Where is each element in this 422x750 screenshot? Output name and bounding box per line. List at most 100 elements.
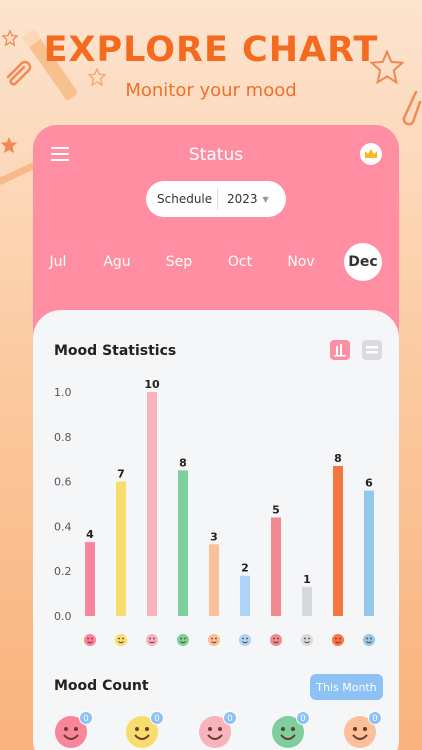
eye-mark <box>246 637 248 640</box>
bar-chart-toggle-icon[interactable] <box>330 340 350 360</box>
list-view-toggle-icon[interactable] <box>362 340 382 360</box>
crying-mood-icon <box>363 634 375 646</box>
statistics-card: Mood Statistics 1.0 0.8 0.6 0.4 0.2 0.0 4 7 10 8 3… <box>33 310 399 750</box>
bar-data-label: 6 <box>365 477 373 490</box>
mood-count-badge: 0 <box>150 711 164 725</box>
neutral-mood-icon <box>270 634 282 646</box>
sad-mood-icon <box>301 634 313 646</box>
surprised-mood-icon <box>208 634 220 646</box>
eye-mark <box>87 637 89 640</box>
mouth-mark <box>180 641 186 644</box>
bar-data-label: 7 <box>117 468 125 481</box>
mood-count-badge: 0 <box>223 711 237 725</box>
year-value: 2023 <box>227 192 258 206</box>
month-tab-dec[interactable]: Dec <box>344 243 382 281</box>
eye-mark <box>339 637 341 640</box>
smile-mood-icon <box>115 634 127 646</box>
eye-mark <box>370 637 372 640</box>
eye-mark <box>184 637 186 640</box>
angry-mood-icon <box>332 634 344 646</box>
pencil-decoration <box>22 29 78 100</box>
y-tick-label: 0.4 <box>54 520 72 533</box>
month-tab-jul[interactable]: Jul <box>49 254 67 270</box>
eye-mark <box>149 637 151 640</box>
eye-mark <box>122 637 124 640</box>
premium-button[interactable] <box>360 143 382 165</box>
y-tick-label: 1.0 <box>54 386 72 399</box>
bar-data-label: 10 <box>144 378 160 391</box>
schedule-label: Schedule <box>157 192 213 206</box>
bar-data-label: 3 <box>210 530 218 543</box>
month-tab-nov[interactable]: Nov <box>287 254 315 270</box>
smile-face-icon[interactable] <box>126 716 158 748</box>
eye-mark <box>91 637 93 640</box>
page-title: Status <box>188 145 244 165</box>
bar-data-label: 4 <box>86 528 94 541</box>
mouth-mark <box>366 641 372 644</box>
y-tick-label: 0.8 <box>54 431 72 444</box>
happy-mood-icon <box>84 634 96 646</box>
chart-bar <box>364 490 374 616</box>
mood-count-badge: 0 <box>368 711 382 725</box>
mouth-mark <box>87 641 93 644</box>
app-screen: Status Schedule 2023 ▼ Jul Agu Sep Oct N… <box>33 125 399 750</box>
crown-icon <box>365 149 377 158</box>
mouth-mark <box>304 641 310 644</box>
love-face-icon[interactable] <box>199 716 231 748</box>
mouth-mark <box>149 641 155 644</box>
mouth-mark <box>211 641 217 644</box>
mood-count-badge: 0 <box>296 711 310 725</box>
paperclip-decoration <box>6 60 32 86</box>
y-tick-label: 0.2 <box>54 565 72 578</box>
mouth-mark <box>118 641 124 644</box>
month-tab-oct[interactable]: Oct <box>227 254 253 270</box>
hamburger-menu-icon[interactable] <box>51 147 69 161</box>
bar-data-label: 8 <box>179 456 187 469</box>
mood-count-title: Mood Count <box>54 678 149 694</box>
eye-mark <box>335 637 337 640</box>
top-bar: Status <box>33 125 399 181</box>
chart-bar <box>116 481 126 616</box>
eye-mark <box>277 637 279 640</box>
month-tab-sep[interactable]: Sep <box>165 254 193 270</box>
schedule-selector[interactable]: Schedule 2023 ▼ <box>146 181 286 217</box>
chart-bar <box>333 465 343 616</box>
eye-mark <box>242 637 244 640</box>
eye-mark <box>308 637 310 640</box>
mood-statistics-title: Mood Statistics <box>54 343 177 359</box>
mouth-mark <box>273 641 279 644</box>
cool-face-icon[interactable] <box>272 716 304 748</box>
star-decoration <box>0 136 18 154</box>
eye-mark <box>304 637 306 640</box>
mouth-mark <box>242 641 248 644</box>
month-tab-agu[interactable]: Agu <box>103 254 131 270</box>
pencil-decoration <box>0 163 34 185</box>
bar-data-label: 2 <box>241 562 249 575</box>
bar-data-label: 5 <box>272 503 280 516</box>
chart-bar <box>147 392 157 616</box>
star-decoration <box>370 50 404 84</box>
eye-mark <box>118 637 120 640</box>
mouth-mark <box>335 641 341 644</box>
calm-mood-icon <box>239 634 251 646</box>
eye-mark <box>215 637 217 640</box>
chart-bar <box>178 470 188 616</box>
bar-data-label: 8 <box>334 452 342 465</box>
chart-bar <box>240 575 250 616</box>
star-decoration <box>2 30 18 46</box>
cool-mood-icon <box>177 634 189 646</box>
love-mood-icon <box>146 634 158 646</box>
star-decoration <box>88 68 106 86</box>
divider <box>217 188 218 210</box>
mood-count-badge: 0 <box>79 711 93 725</box>
bar-data-label: 1 <box>303 573 311 586</box>
chart-bar <box>271 517 281 616</box>
promo-subline: Monitor your mood <box>125 80 297 101</box>
mood-bar-chart: 1.0 0.8 0.6 0.4 0.2 0.0 4 7 10 8 3 2 5 1 8 6 <box>54 378 375 646</box>
promo-headline: EXPLORE CHART <box>43 30 379 70</box>
this-month-button[interactable]: This Month <box>310 674 383 700</box>
eye-mark <box>366 637 368 640</box>
y-tick-label: 0.6 <box>54 476 72 489</box>
eye-mark <box>153 637 155 640</box>
chart-bar <box>302 586 312 616</box>
